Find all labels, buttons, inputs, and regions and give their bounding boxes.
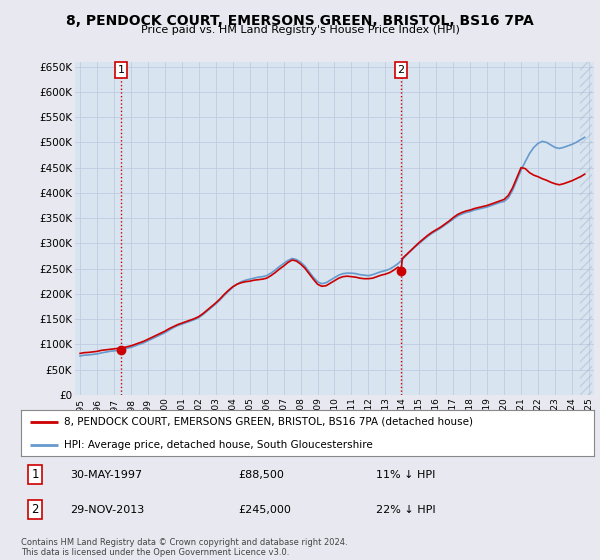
Text: 29-NOV-2013: 29-NOV-2013 bbox=[70, 505, 144, 515]
Text: 30-MAY-1997: 30-MAY-1997 bbox=[70, 470, 142, 479]
Text: 2: 2 bbox=[32, 503, 39, 516]
Text: 8, PENDOCK COURT, EMERSONS GREEN, BRISTOL, BS16 7PA: 8, PENDOCK COURT, EMERSONS GREEN, BRISTO… bbox=[66, 14, 534, 28]
Text: £88,500: £88,500 bbox=[239, 470, 284, 479]
Text: 22% ↓ HPI: 22% ↓ HPI bbox=[376, 505, 436, 515]
Text: 1: 1 bbox=[118, 65, 125, 75]
Text: 8, PENDOCK COURT, EMERSONS GREEN, BRISTOL, BS16 7PA (detached house): 8, PENDOCK COURT, EMERSONS GREEN, BRISTO… bbox=[64, 417, 473, 427]
Text: Price paid vs. HM Land Registry's House Price Index (HPI): Price paid vs. HM Land Registry's House … bbox=[140, 25, 460, 35]
Text: HPI: Average price, detached house, South Gloucestershire: HPI: Average price, detached house, Sout… bbox=[64, 440, 373, 450]
Text: £245,000: £245,000 bbox=[239, 505, 292, 515]
Text: Contains HM Land Registry data © Crown copyright and database right 2024.
This d: Contains HM Land Registry data © Crown c… bbox=[21, 538, 347, 557]
Text: 11% ↓ HPI: 11% ↓ HPI bbox=[376, 470, 436, 479]
Text: 1: 1 bbox=[32, 468, 39, 481]
Text: 2: 2 bbox=[397, 65, 404, 75]
